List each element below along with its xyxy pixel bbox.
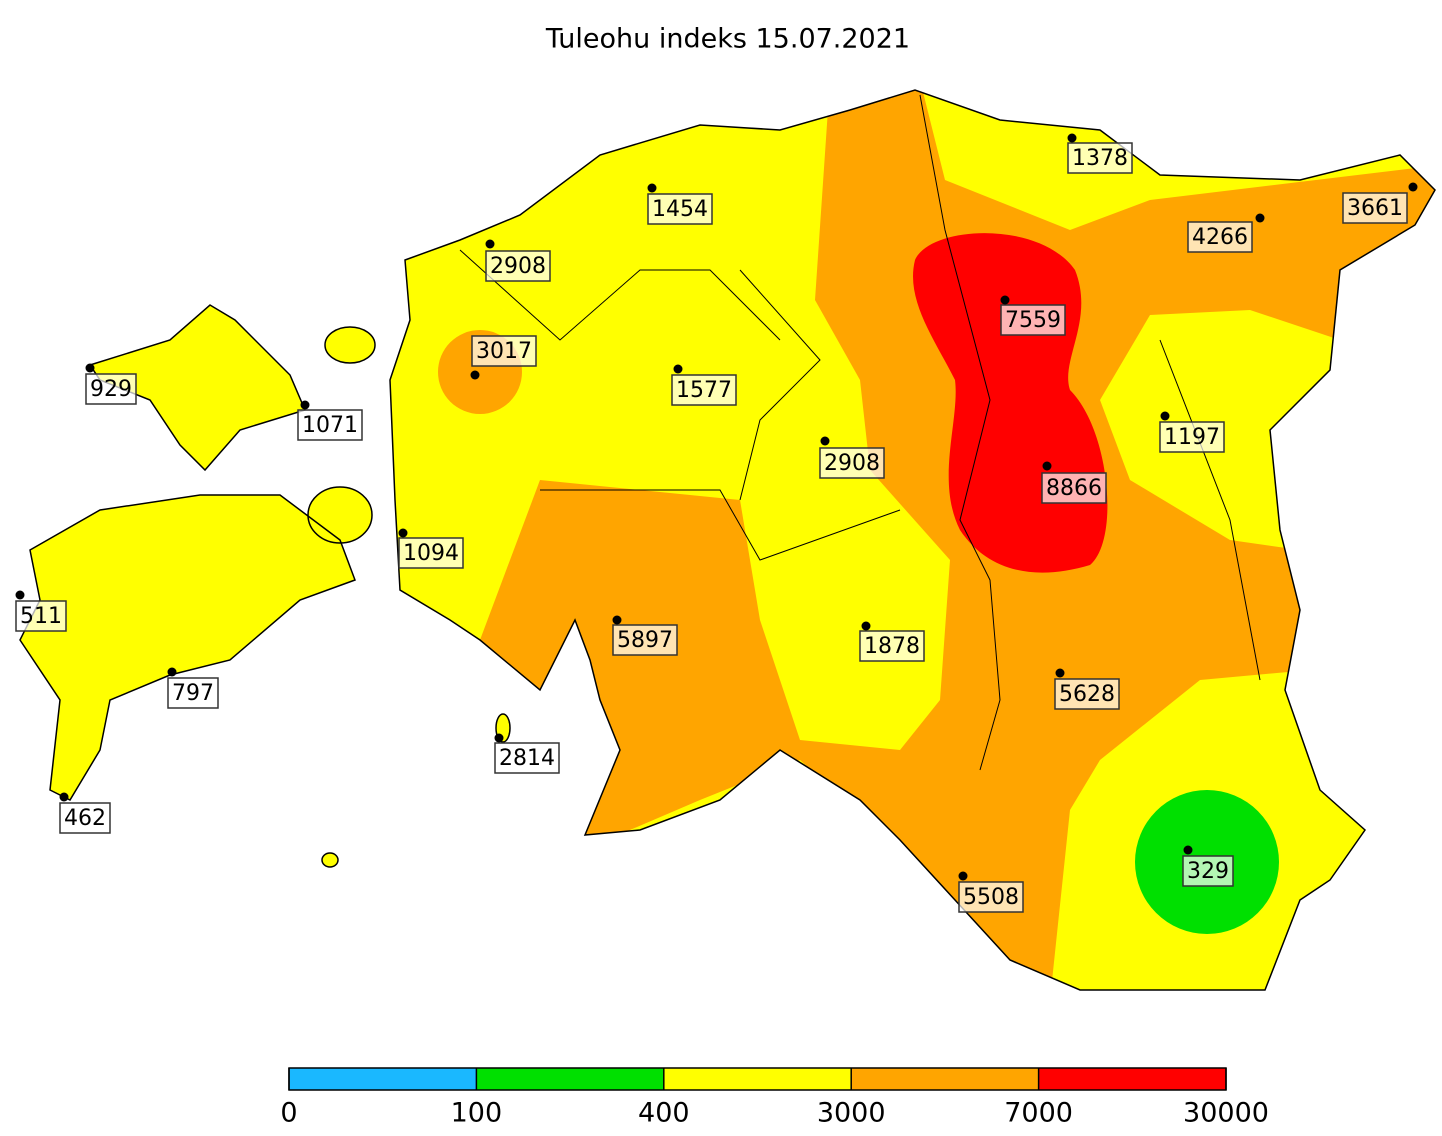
station-dot	[494, 733, 504, 743]
colorbar-tick-label: 3000	[817, 1098, 886, 1129]
label-box	[1187, 221, 1253, 253]
station-dot	[612, 615, 622, 625]
label-box	[494, 742, 560, 774]
station-value: 2814	[499, 746, 555, 771]
station-value: 2908	[824, 451, 880, 476]
station-value: 929	[90, 377, 132, 402]
station-dot	[398, 528, 408, 538]
colorbar: 0 100 400 3000 7000 30000	[280, 1067, 1269, 1129]
station-value: 462	[64, 806, 106, 831]
colorbar-segment	[289, 1068, 477, 1090]
station-value: 5897	[617, 628, 673, 653]
colorbar-segment	[851, 1068, 1039, 1090]
station-value: 1878	[864, 634, 920, 659]
label-box	[15, 600, 67, 632]
label-box	[1067, 142, 1133, 174]
label-box	[671, 374, 737, 406]
station-dot	[15, 590, 25, 600]
label-box	[471, 335, 537, 367]
label-box	[85, 373, 137, 405]
colorbar-tick-label: 100	[451, 1098, 503, 1129]
station-value: 7559	[1005, 308, 1061, 333]
station-value: 1197	[1164, 425, 1220, 450]
station-value: 511	[20, 604, 62, 629]
station-dot	[1160, 411, 1170, 421]
label-box	[1182, 855, 1234, 887]
station-value: 329	[1187, 859, 1229, 884]
colorbar-tick-label: 400	[638, 1098, 690, 1129]
label-box	[958, 881, 1024, 913]
station-dot	[861, 621, 871, 631]
stations: 1378 3661 4266 1454 2908 7559 3017 929 1071 1577 2…	[15, 133, 1418, 913]
zone-orange	[480, 90, 1435, 990]
colorbar-segment	[663, 1068, 852, 1090]
station-dot	[1000, 295, 1010, 305]
station-value: 1454	[652, 197, 708, 222]
station-dot	[820, 436, 830, 446]
station-dot	[59, 792, 69, 802]
station-dot	[485, 239, 495, 249]
map-title: Tuleohu indeks 15.07.2021	[545, 24, 910, 55]
label-box	[819, 447, 885, 479]
label-box	[612, 624, 678, 656]
coastline	[19, 89, 1436, 991]
station-dot	[300, 400, 310, 410]
label-box	[59, 802, 111, 834]
station-value: 3661	[1347, 196, 1403, 221]
station-value: 1094	[403, 541, 459, 566]
label-box	[647, 193, 713, 225]
label-box	[167, 677, 219, 709]
station-value: 2908	[490, 254, 546, 279]
station-dot	[1183, 845, 1193, 855]
station-dot	[1408, 182, 1418, 192]
label-box	[1000, 304, 1066, 336]
station-dot	[1255, 213, 1265, 223]
label-box	[1159, 421, 1225, 453]
station-dot	[958, 871, 968, 881]
station-value: 1378	[1072, 146, 1128, 171]
station-value: 5628	[1059, 682, 1115, 707]
station-dot	[85, 363, 95, 373]
station-dot	[470, 370, 480, 380]
label-box	[297, 409, 363, 441]
station-dot	[167, 667, 177, 677]
station-value: 5508	[963, 885, 1019, 910]
colorbar-segment	[476, 1068, 664, 1090]
station-value: 1577	[676, 378, 732, 403]
station-value: 8866	[1046, 476, 1102, 501]
station-dot	[1055, 668, 1065, 678]
station-dot	[1042, 461, 1052, 471]
label-box	[1342, 192, 1408, 224]
colorbar-tick-label: 0	[280, 1098, 297, 1129]
station-value: 797	[172, 681, 214, 706]
colorbar-segment	[1038, 1068, 1226, 1090]
station-value: 4266	[1192, 225, 1248, 250]
label-box	[398, 537, 464, 569]
label-box	[1054, 678, 1120, 710]
station-dot	[673, 364, 683, 374]
station-dot	[647, 183, 657, 193]
colorbar-tick-label: 30000	[1183, 1098, 1269, 1129]
station-value: 1071	[302, 413, 358, 438]
colorbar-tick-label: 7000	[1004, 1098, 1073, 1129]
label-box	[859, 630, 925, 662]
label-box	[485, 250, 551, 282]
station-dot	[1067, 133, 1077, 143]
label-box	[1041, 472, 1107, 504]
station-value: 3017	[476, 339, 532, 364]
